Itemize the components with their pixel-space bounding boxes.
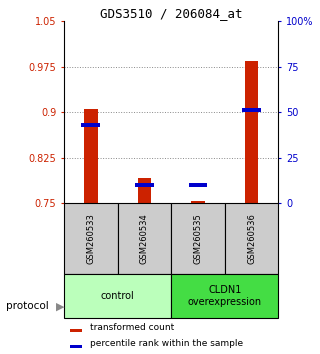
Bar <box>171 203 225 274</box>
Bar <box>188 183 207 187</box>
Text: percentile rank within the sample: percentile rank within the sample <box>90 339 243 348</box>
Bar <box>70 329 82 332</box>
Bar <box>225 203 278 274</box>
Title: GDS3510 / 206084_at: GDS3510 / 206084_at <box>100 7 243 20</box>
Bar <box>245 61 258 203</box>
Text: CLDN1
overexpression: CLDN1 overexpression <box>188 285 262 307</box>
Bar <box>64 203 117 274</box>
Text: ▶: ▶ <box>56 301 65 311</box>
Bar <box>135 183 154 187</box>
Text: GSM260534: GSM260534 <box>140 213 149 264</box>
Bar <box>242 108 261 112</box>
Bar <box>64 274 171 318</box>
Text: transformed count: transformed count <box>90 323 174 332</box>
Bar <box>138 178 151 203</box>
Text: protocol: protocol <box>6 301 49 311</box>
Text: GSM260535: GSM260535 <box>194 213 203 264</box>
Bar <box>70 345 82 348</box>
Bar <box>84 109 98 203</box>
Bar <box>171 274 278 318</box>
Bar <box>118 203 171 274</box>
Text: GSM260536: GSM260536 <box>247 213 256 264</box>
Text: control: control <box>101 291 134 301</box>
Bar <box>191 201 205 203</box>
Bar <box>81 123 100 127</box>
Text: GSM260533: GSM260533 <box>86 213 95 264</box>
